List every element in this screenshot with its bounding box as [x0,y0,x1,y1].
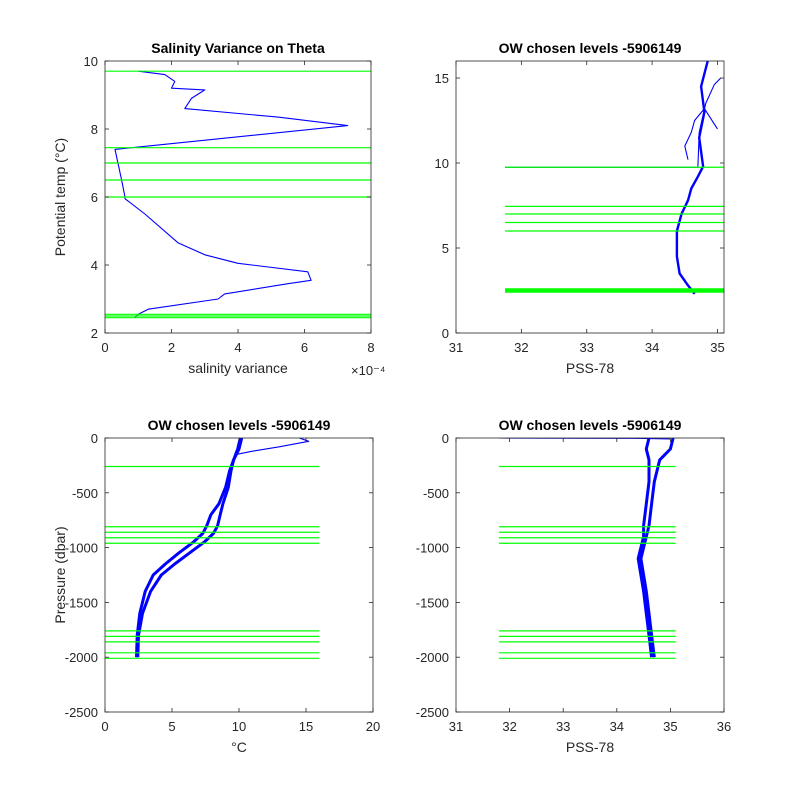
data-line [639,438,675,658]
data-line [236,438,310,455]
x-tick-label: 2 [168,340,175,355]
y-tick-label: -2500 [416,705,449,720]
x-exponent-label: ×10⁻⁴ [351,363,386,378]
chart-title: OW chosen levels -5906149 [148,417,331,433]
data-line [136,438,242,658]
panel-salinity-pressure: 31 32 33 34 35 36 -2500 -2000 -1500 -1000 -500 0 OW … [416,417,731,755]
data-line [697,77,722,167]
x-tick-label: 15 [299,719,313,734]
chart-title: OW chosen levels -5906149 [499,40,682,56]
panel-salinity-theta: 31 32 33 34 35 0 5 10 15 OW chosen levels -590614… [435,40,725,376]
y-tick-label: -1500 [416,595,449,610]
chart-title: OW chosen levels -5906149 [499,417,682,433]
y-axis-label: Pressure (dbar) [52,526,68,623]
x-tick-label: 34 [610,719,624,734]
y-tick-label: 6 [91,190,98,205]
y-tick-label: -2000 [65,650,98,665]
chart-title: Salinity Variance on Theta [151,40,325,56]
x-tick-label: 5 [168,719,175,734]
x-tick-label: 31 [449,719,463,734]
series-group [105,70,371,319]
x-tick-label: 35 [663,719,677,734]
y-tick-label: -2500 [65,705,98,720]
x-tick-label: 20 [366,719,380,734]
x-axis-label: °C [231,739,247,755]
y-tick-label: 15 [435,71,449,86]
plot-area [456,438,724,712]
panel-temperature-pressure: 0 5 10 15 20 -2500 -2000 -1500 -1000 -500 0 OW chos… [52,417,380,755]
y-tick-label: 0 [442,326,449,341]
x-axis-label: salinity variance [188,360,288,376]
y-tick-label: -1000 [65,541,98,556]
y-tick-label: -1000 [416,541,449,556]
data-line [675,61,709,295]
y-tick-label: -2000 [416,650,449,665]
x-tick-label: 32 [502,719,516,734]
y-tick-label: -1500 [65,595,98,610]
x-tick-label: 35 [710,340,724,355]
x-tick-label: 0 [101,340,108,355]
y-tick-label: 10 [84,54,98,69]
y-tick-label: 4 [91,258,98,273]
series-group [505,61,724,295]
y-tick-label: 0 [442,431,449,446]
y-tick-label: -500 [72,486,98,501]
x-axis-label: PSS-78 [566,360,614,376]
axes-frame [455,60,725,334]
y-tick-label: 2 [91,326,98,341]
series-group [105,438,320,659]
data-line [636,438,654,658]
x-tick-label: 33 [579,340,593,355]
x-tick-label: 10 [232,719,246,734]
x-axis-label: PSS-78 [566,739,614,755]
y-tick-label: 5 [442,241,449,256]
axes-frame [455,437,725,713]
x-tick-label: 6 [301,340,308,355]
x-tick-label: 33 [556,719,570,734]
data-line [114,70,349,319]
x-tick-label: 36 [717,719,731,734]
y-tick-label: 8 [91,122,98,137]
x-tick-label: 34 [645,340,659,355]
plot-area [105,438,373,712]
y-axis-label: Potential temp (°C) [52,138,68,256]
x-tick-label: 32 [514,340,528,355]
x-tick-label: 8 [367,340,374,355]
plot-area [456,61,724,333]
y-tick-label: 0 [91,431,98,446]
y-tick-label: -500 [423,486,449,501]
y-tick-label: 10 [435,156,449,171]
x-tick-label: 4 [234,340,241,355]
x-tick-label: 0 [101,719,108,734]
data-line [684,108,718,160]
x-tick-label: 31 [449,340,463,355]
